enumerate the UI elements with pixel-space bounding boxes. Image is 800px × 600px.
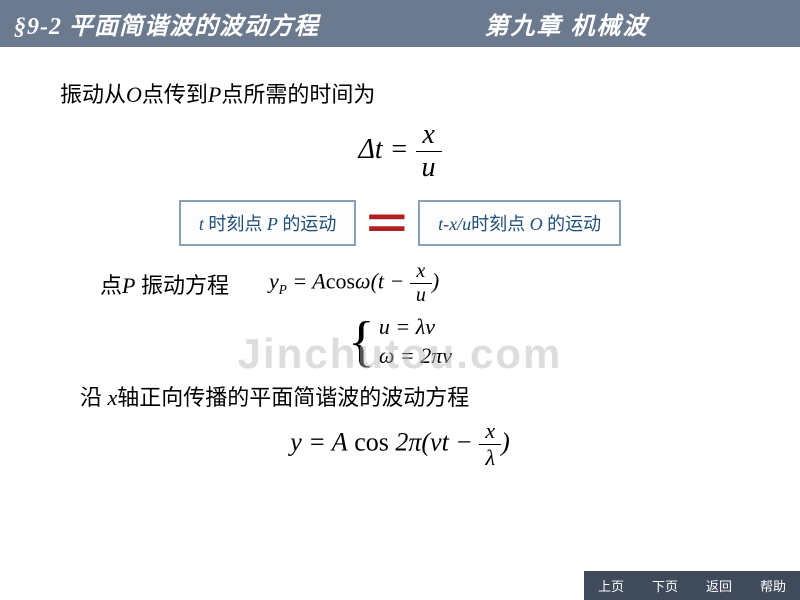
fraction: xu xyxy=(410,260,432,307)
chapter-title: 第九章 机械波 xyxy=(333,0,800,47)
var-x: x xyxy=(102,385,117,410)
var-txu: t-x/u xyxy=(438,214,471,234)
var-p: P xyxy=(122,273,135,298)
brace-icon: { xyxy=(348,314,375,370)
back-button[interactable]: 返回 xyxy=(692,571,746,600)
footer-nav: 上页 下页 返回 帮助 xyxy=(584,571,800,600)
text: 点 xyxy=(100,273,122,298)
numerator: x xyxy=(479,418,501,445)
help-button[interactable]: 帮助 xyxy=(746,571,800,600)
slide-header: §9-2 平面简谐波的波动方程 第九章 机械波 xyxy=(0,0,800,47)
var-o: O xyxy=(126,82,142,107)
p-vibration-equation-row: 点P 振动方程 yP = Acosω(t − xu) xyxy=(100,260,740,307)
cos: cos xyxy=(348,428,396,457)
wave-equation: y = A cos 2π(νt − xλ) xyxy=(60,418,740,471)
wave-equation-label: 沿 x轴正向传播的平面简谐波的波动方程 xyxy=(80,380,740,412)
eq-part: ) xyxy=(432,269,439,294)
eq-omega-2pi-nu: ω = 2πν xyxy=(379,342,452,371)
text: 时刻点 xyxy=(204,214,267,234)
numerator: x xyxy=(416,119,442,152)
var-o: O xyxy=(530,214,543,234)
denominator: λ xyxy=(479,445,501,471)
var-p: P xyxy=(208,82,221,107)
eq-part: 2π(νt − xyxy=(395,428,479,457)
eq-part: ) xyxy=(501,428,510,457)
eq-u-lambda-nu: u = λν xyxy=(379,313,452,342)
cos: cos xyxy=(326,269,355,294)
text: 振动方程 xyxy=(135,273,229,298)
denominator: u xyxy=(410,284,432,307)
text: 点所需的时间为 xyxy=(221,82,375,107)
text: 点传到 xyxy=(142,82,208,107)
brace-equations: { u = λν ω = 2πν xyxy=(60,313,740,370)
eq-part: ω(t − xyxy=(355,269,410,294)
brace-body: u = λν ω = 2πν xyxy=(379,313,452,370)
eq-left: Δt = xyxy=(358,134,408,165)
equivalence-row: t 时刻点 P 的运动 = t-x/u时刻点 O 的运动 xyxy=(60,200,740,246)
denominator: u xyxy=(416,152,442,184)
text: 时刻点 xyxy=(471,214,530,234)
intro-text: 振动从O点传到P点所需的时间为 xyxy=(60,77,740,109)
slide-content: 振动从O点传到P点所需的时间为 Δt = x u t 时刻点 P 的运动 = t… xyxy=(0,47,800,471)
box-txu-point-o: t-x/u时刻点 O 的运动 xyxy=(418,200,621,246)
fraction: x u xyxy=(416,119,442,184)
p-vibration-equation: yP = Acosω(t − xu) xyxy=(269,260,439,307)
eq-part: = A xyxy=(287,269,326,294)
text: 的运动 xyxy=(278,214,337,234)
text: 轴正向传播的平面简谐波的波动方程 xyxy=(117,385,469,410)
prev-page-button[interactable]: 上页 xyxy=(584,571,638,600)
subscript-p: P xyxy=(279,282,287,297)
box-t-point-p: t 时刻点 P 的运动 xyxy=(179,200,357,246)
section-title: §9-2 平面简谐波的波动方程 xyxy=(0,0,333,47)
next-page-button[interactable]: 下页 xyxy=(638,571,692,600)
equation-delta-t: Δt = x u xyxy=(60,119,740,184)
fraction: xλ xyxy=(479,418,501,471)
p-vibration-label: 点P 振动方程 xyxy=(100,268,229,300)
text: 沿 xyxy=(80,385,102,410)
numerator: x xyxy=(410,260,432,284)
text: 振动从 xyxy=(60,82,126,107)
var-p: P xyxy=(267,214,278,234)
var-y: y xyxy=(269,269,279,294)
equals-icon: = xyxy=(367,212,408,234)
eq-part: y = A xyxy=(290,428,348,457)
text: 的运动 xyxy=(543,214,602,234)
